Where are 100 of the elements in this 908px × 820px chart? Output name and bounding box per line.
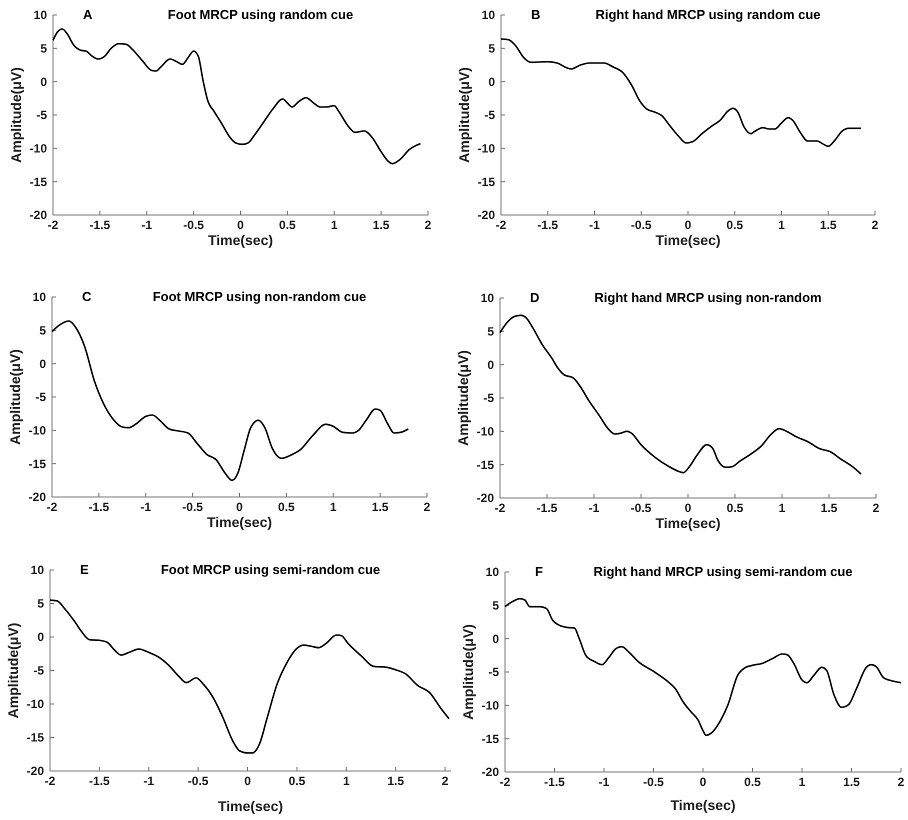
x-tick-label: 1 (330, 500, 337, 514)
x-tick-label: -1.5 (536, 501, 558, 515)
x-tick-label: 2 (424, 218, 432, 232)
x-tick-label: 2 (872, 218, 879, 232)
x-tick-label: 2 (424, 500, 431, 514)
x-tick-label: 1 (342, 774, 350, 788)
y-tick-label: -5 (484, 108, 496, 122)
annotation: F (535, 564, 543, 579)
x-tick-label: 0.5 (278, 500, 296, 514)
y-tick-label: 10 (480, 291, 494, 306)
y-axis-title: Amplitude(μV) (455, 350, 471, 446)
line-series (500, 38, 862, 148)
chart-title: Right hand MRCP using semi-random cue (593, 564, 853, 579)
x-tick-label: -1.5 (89, 774, 110, 788)
x-tick-label: 0.5 (726, 218, 744, 232)
x-axis-title: Time(sec) (208, 232, 274, 248)
y-tick-label: 0 (488, 74, 496, 89)
y-tick-label: -10 (26, 697, 44, 712)
annotation: B (531, 7, 540, 22)
y-tick-label: -5 (35, 390, 46, 404)
y-tick-label: -15 (476, 458, 494, 472)
x-tick-label: 0 (237, 218, 244, 232)
y-tick-label: -20 (482, 765, 500, 780)
y-axis-title: Amplitude(μV) (456, 67, 472, 163)
annotation: C (82, 289, 92, 304)
x-axis-title: Time(sec) (655, 515, 721, 531)
y-tick-label: -10 (476, 424, 494, 439)
x-tick-label: -1 (141, 218, 152, 232)
x-tick-label: -1 (588, 501, 600, 515)
y-tick-label: -10 (28, 424, 46, 438)
x-tick-label: -2 (46, 500, 58, 514)
x-tick-label: 0 (684, 218, 692, 232)
y-tick-label: -20 (30, 208, 48, 222)
x-tick-label: 0 (236, 500, 244, 514)
y-tick-label: 0 (39, 356, 46, 371)
x-tick-label: -1 (589, 218, 600, 232)
x-tick-label: 1 (778, 501, 786, 515)
x-tick-label: 0 (684, 501, 692, 515)
chart-title: Right hand MRCP using non-random (594, 290, 822, 305)
y-tick-label: -5 (483, 391, 494, 406)
line-series (52, 28, 422, 164)
y-axis-title: Amplitude(μV) (5, 622, 21, 718)
x-tick-label: -1 (140, 500, 152, 514)
x-tick-label: -0.5 (630, 218, 652, 232)
x-tick-label: 1.5 (820, 218, 837, 232)
x-tick-label: 0.5 (744, 775, 762, 789)
y-tick-label: -5 (36, 108, 48, 122)
x-tick-label: -0.5 (183, 218, 204, 232)
chart-title: Right hand MRCP using random cue (595, 7, 821, 22)
y-tick-label: -20 (478, 208, 496, 222)
y-axis-title: Amplitude(μV) (7, 349, 23, 445)
x-tick-label: -0.5 (188, 774, 209, 788)
y-tick-label: -10 (478, 142, 496, 156)
x-tick-label: -2 (496, 218, 507, 232)
y-tick-label: 0 (37, 630, 44, 644)
x-tick-label: 2 (872, 501, 880, 515)
x-tick-label: -1.5 (544, 775, 566, 789)
y-tick-label: 10 (482, 8, 496, 22)
annotation: A (83, 7, 93, 22)
y-axis-title: Amplitude(μV) (460, 624, 476, 720)
y-tick-label: 5 (492, 598, 500, 613)
y-tick-label: 10 (32, 290, 46, 304)
chart-title: Foot MRCP using random cue (168, 7, 354, 22)
x-tick-label: -2 (48, 218, 59, 232)
x-tick-label: 1 (778, 218, 786, 232)
y-tick-label: -20 (26, 764, 44, 778)
chart-title: Foot MRCP using non-random cue (152, 289, 366, 304)
y-tick-label: -20 (476, 491, 494, 506)
line-series (499, 314, 862, 475)
x-axis-title: Time(sec) (218, 798, 284, 814)
y-tick-label: 5 (487, 324, 494, 339)
x-tick-label: -1 (598, 775, 610, 789)
y-tick-label: 0 (492, 632, 500, 646)
x-tick-label: 0.5 (288, 774, 306, 788)
annotation: D (530, 290, 540, 305)
x-tick-label: 0 (244, 774, 252, 788)
x-tick-label: -0.5 (182, 500, 204, 514)
x-tick-label: 1 (798, 775, 806, 789)
x-tick-label: -1.5 (90, 218, 111, 232)
x-tick-label: -0.5 (630, 501, 652, 515)
y-tick-label: -10 (30, 142, 48, 156)
x-tick-label: 2 (898, 775, 905, 789)
line-series (49, 599, 450, 754)
x-tick-label: -2 (500, 775, 511, 789)
y-tick-label: -15 (30, 174, 48, 189)
x-axis-title: Time(sec) (655, 232, 721, 248)
x-tick-label: 1.5 (372, 500, 389, 514)
y-tick-label: 10 (486, 565, 500, 580)
x-tick-label: 1 (330, 218, 338, 232)
x-tick-label: 1.5 (372, 218, 390, 232)
x-tick-label: 0.5 (279, 218, 296, 232)
y-tick-label: 0 (487, 358, 494, 372)
y-tick-label: 10 (30, 563, 44, 578)
y-tick-label: -10 (482, 698, 500, 713)
x-axis-title: Time(sec) (206, 514, 272, 530)
line-series (51, 320, 410, 482)
x-tick-label: 1.5 (820, 501, 838, 515)
y-tick-label: 5 (37, 596, 44, 611)
x-tick-label: -1.5 (537, 218, 558, 232)
y-tick-label: -20 (28, 490, 46, 504)
